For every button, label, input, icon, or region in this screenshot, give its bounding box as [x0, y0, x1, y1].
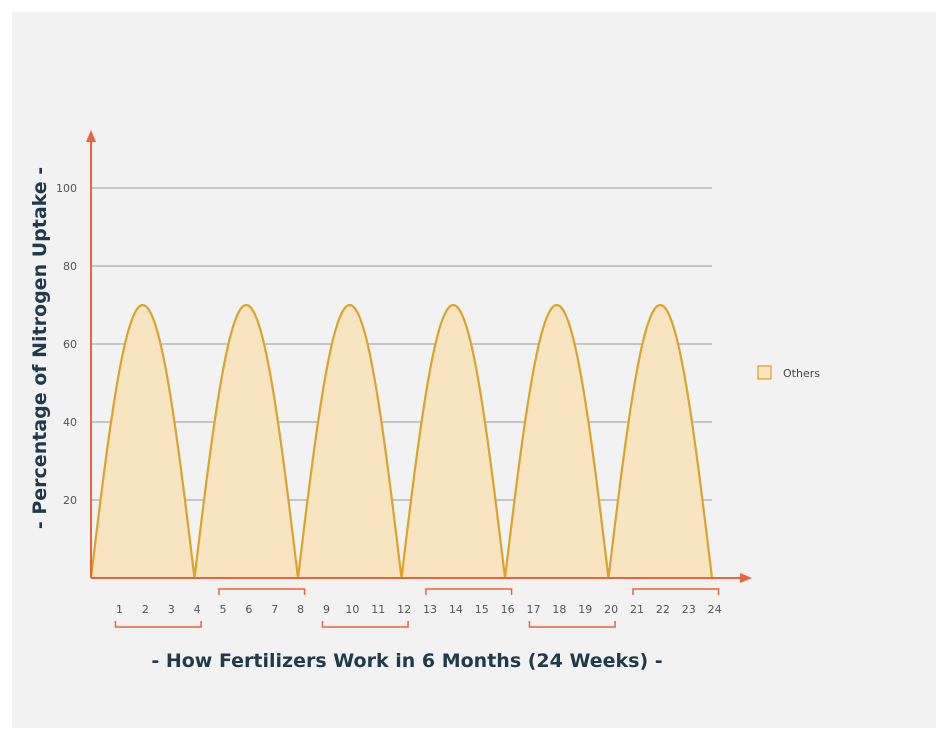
month-bracket-6 — [632, 588, 720, 595]
month-brackets — [114, 588, 720, 628]
legend-label-others: Others — [783, 367, 820, 380]
y-tick-label-80: 80 — [63, 260, 77, 273]
y-tick-label-60: 60 — [63, 338, 77, 351]
x-tick-label-9: 9 — [323, 603, 330, 616]
area-fill-cycle-3 — [298, 305, 402, 578]
y-axis-arrow — [86, 130, 96, 142]
x-tick-label-2: 2 — [142, 603, 149, 616]
x-tick-label-22: 22 — [656, 603, 670, 616]
area-fill-cycle-5 — [505, 305, 609, 578]
x-tick-label-10: 10 — [345, 603, 359, 616]
month-bracket-5 — [528, 621, 616, 628]
axes — [86, 130, 752, 583]
y-axis-title: - Percentage of Nitrogen Uptake - — [29, 167, 51, 529]
month-bracket-3 — [321, 621, 409, 628]
x-tick-label-17: 17 — [526, 603, 540, 616]
area-fill-cycle-6 — [608, 305, 712, 578]
area-line-cycle-5 — [503, 303, 610, 579]
x-tick-label-18: 18 — [552, 603, 566, 616]
y-tick-labels: 20 40 60 80 100 — [56, 182, 77, 507]
area-line-cycle-6 — [607, 303, 714, 579]
area-line-cycle-4 — [400, 303, 507, 579]
x-tick-label-8: 8 — [297, 603, 304, 616]
chart-panel: 20 40 60 80 100 1 2 3 4 5 6 7 8 9 10 11 12 13 14 15 16 17 18 1… — [12, 12, 936, 728]
x-axis-arrow — [740, 573, 752, 583]
x-axis-title: - How Fertilizers Work in 6 Months (24 W… — [151, 650, 662, 672]
x-tick-label-5: 5 — [219, 603, 226, 616]
month-bracket-1 — [114, 621, 202, 628]
x-tick-label-24: 24 — [708, 603, 722, 616]
x-tick-label-7: 7 — [271, 603, 278, 616]
series-areas — [89, 303, 714, 579]
area-fill-cycle-2 — [194, 305, 298, 578]
x-tick-label-1: 1 — [116, 603, 123, 616]
legend: Others — [757, 365, 820, 380]
x-tick-label-12: 12 — [397, 603, 411, 616]
x-tick-label-19: 19 — [578, 603, 592, 616]
x-tick-label-3: 3 — [168, 603, 175, 616]
x-tick-label-11: 11 — [371, 603, 385, 616]
y-tick-label-20: 20 — [63, 494, 77, 507]
y-tick-label-100: 100 — [56, 182, 77, 195]
x-tick-label-13: 13 — [423, 603, 437, 616]
legend-swatch-others — [757, 365, 772, 380]
x-tick-label-15: 15 — [475, 603, 489, 616]
x-tick-label-20: 20 — [604, 603, 618, 616]
x-tick-label-6: 6 — [245, 603, 252, 616]
grid-lines — [91, 187, 712, 501]
area-line-cycle-3 — [296, 303, 403, 579]
month-bracket-2 — [218, 588, 306, 595]
y-tick-label-40: 40 — [63, 416, 77, 429]
x-tick-label-23: 23 — [682, 603, 696, 616]
x-tick-labels: 1 2 3 4 5 6 7 8 9 10 11 12 13 14 15 16 17 18 19 20 21 22 23 24 — [116, 603, 722, 616]
area-line-cycle-1 — [89, 303, 196, 579]
x-tick-label-4: 4 — [194, 603, 201, 616]
month-bracket-4 — [425, 588, 513, 595]
x-tick-label-21: 21 — [630, 603, 644, 616]
area-fill-cycle-4 — [401, 305, 505, 578]
area-line-cycle-2 — [193, 303, 300, 579]
x-tick-label-16: 16 — [501, 603, 515, 616]
area-fill-cycle-1 — [91, 305, 195, 578]
x-tick-label-14: 14 — [449, 603, 463, 616]
